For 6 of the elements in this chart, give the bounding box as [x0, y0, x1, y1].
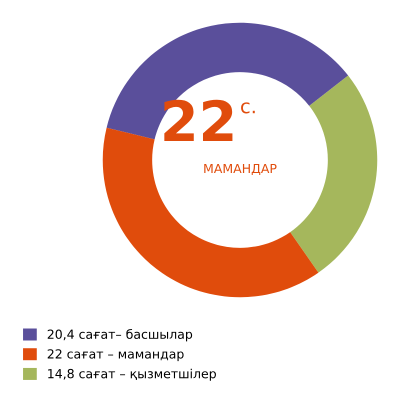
text: 22 [164, 100, 232, 142]
legend-label: 20,4 сағат– басшылар [48, 329, 192, 342]
legend-label: 22 сағат – мамандар [48, 349, 184, 362]
legend-label: 14,8 сағат – қызметшілер [48, 368, 216, 381]
text: с. [241, 102, 255, 114]
text: МАМАНДАР [204, 164, 277, 176]
